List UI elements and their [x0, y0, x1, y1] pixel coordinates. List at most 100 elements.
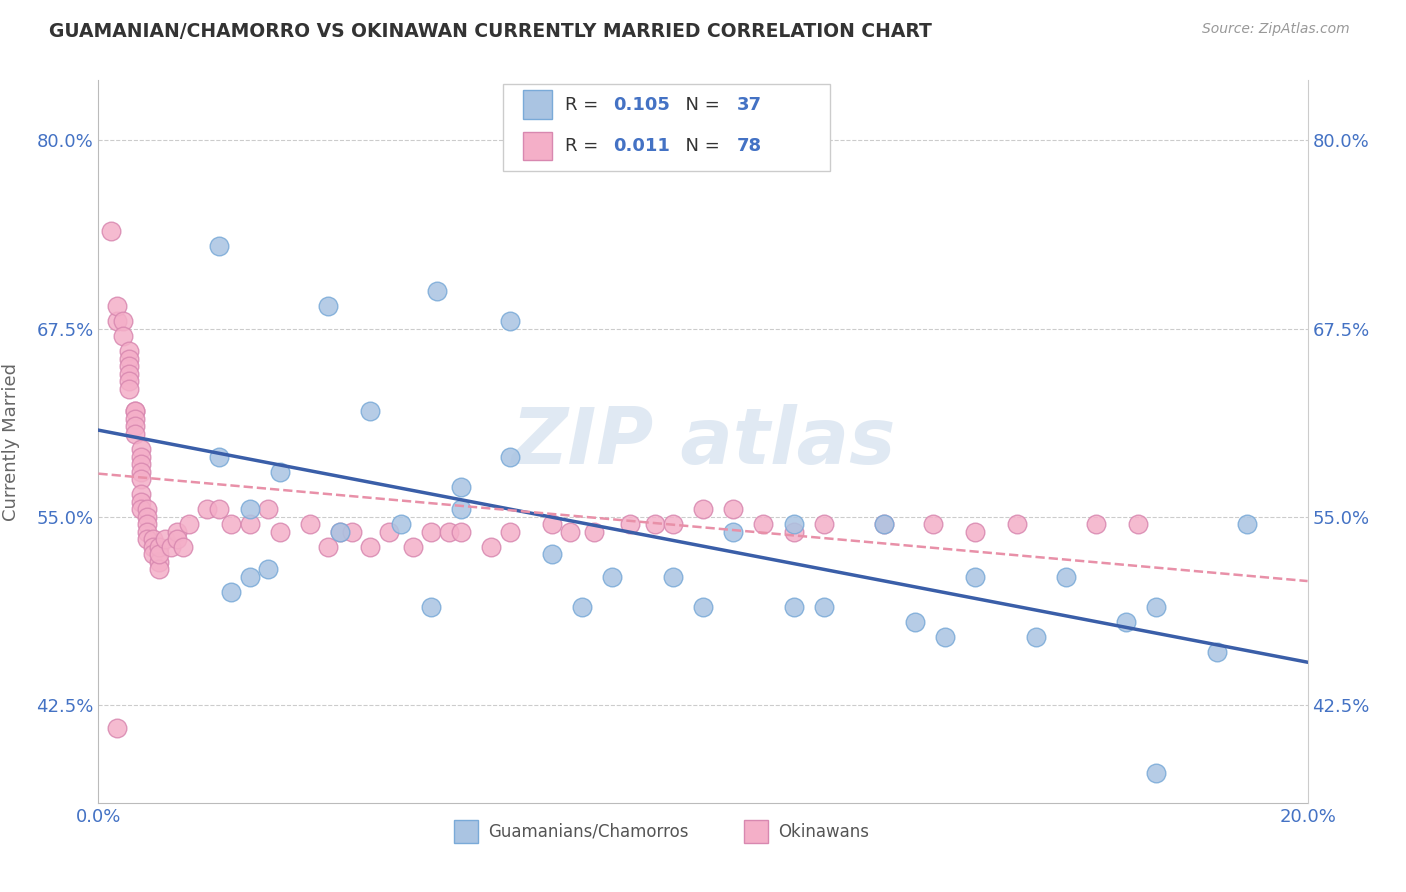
Point — [135, 509, 157, 524]
Point — [129, 472, 152, 486]
Point — [540, 548, 562, 562]
Point — [1007, 517, 1029, 532]
Point — [100, 224, 122, 238]
Text: R =: R = — [565, 95, 605, 114]
Point — [965, 524, 987, 539]
Point — [965, 570, 987, 584]
Point — [118, 351, 141, 366]
Text: 0.011: 0.011 — [613, 137, 671, 155]
Point — [813, 600, 835, 615]
Point — [124, 412, 146, 426]
Point — [118, 375, 141, 389]
Point — [118, 367, 141, 381]
FancyBboxPatch shape — [454, 820, 478, 843]
Y-axis label: Currently Married: Currently Married — [1, 362, 20, 521]
Point — [329, 524, 352, 539]
Point — [360, 404, 382, 418]
Point — [692, 502, 714, 516]
Text: ZIP atlas: ZIP atlas — [510, 403, 896, 480]
Point — [118, 359, 141, 374]
Point — [142, 540, 165, 554]
Point — [420, 600, 443, 615]
Point — [118, 382, 141, 396]
Point — [111, 314, 134, 328]
Point — [239, 502, 262, 516]
Point — [342, 524, 364, 539]
Point — [481, 540, 503, 554]
Point — [558, 524, 581, 539]
Point — [644, 517, 666, 532]
Point — [299, 517, 322, 532]
Point — [208, 450, 231, 464]
Point — [752, 517, 775, 532]
Point — [692, 600, 714, 615]
Point — [256, 502, 278, 516]
Point — [221, 517, 243, 532]
Point — [142, 548, 165, 562]
Point — [129, 494, 152, 508]
Point — [1236, 517, 1258, 532]
Text: 78: 78 — [737, 137, 762, 155]
Text: Okinawans: Okinawans — [778, 822, 869, 840]
Point — [783, 524, 806, 539]
Point — [153, 533, 176, 547]
Point — [124, 404, 146, 418]
Point — [1128, 517, 1150, 532]
Point — [105, 721, 128, 735]
Point — [172, 540, 194, 554]
FancyBboxPatch shape — [523, 132, 553, 161]
Point — [148, 562, 170, 576]
Point — [583, 524, 606, 539]
FancyBboxPatch shape — [744, 820, 768, 843]
Point — [571, 600, 593, 615]
Point — [148, 555, 170, 569]
Point — [105, 299, 128, 313]
Point — [118, 344, 141, 359]
Text: 0.105: 0.105 — [613, 95, 671, 114]
Text: R =: R = — [565, 137, 605, 155]
Point — [934, 630, 956, 644]
Point — [1024, 630, 1046, 644]
Point — [124, 404, 146, 418]
Point — [135, 502, 157, 516]
Text: N =: N = — [673, 95, 725, 114]
Point — [129, 502, 152, 516]
Point — [124, 419, 146, 434]
Point — [619, 517, 641, 532]
Point — [239, 570, 262, 584]
Point — [1054, 570, 1077, 584]
Point — [1115, 615, 1137, 630]
Point — [148, 548, 170, 562]
Text: 37: 37 — [737, 95, 762, 114]
Text: Guamanians/Chamorros: Guamanians/Chamorros — [488, 822, 689, 840]
Point — [723, 524, 745, 539]
Point — [256, 562, 278, 576]
Point — [269, 465, 291, 479]
FancyBboxPatch shape — [503, 84, 830, 170]
Point — [450, 480, 472, 494]
Point — [129, 442, 152, 456]
Point — [783, 517, 806, 532]
Point — [540, 517, 562, 532]
Point — [723, 502, 745, 516]
FancyBboxPatch shape — [523, 90, 553, 120]
Point — [329, 524, 352, 539]
Text: N =: N = — [673, 137, 725, 155]
Point — [195, 502, 218, 516]
Point — [498, 314, 520, 328]
Point — [661, 517, 683, 532]
Point — [124, 427, 146, 442]
Point — [135, 524, 157, 539]
Point — [389, 517, 412, 532]
Point — [904, 615, 927, 630]
Point — [602, 570, 624, 584]
Point — [921, 517, 943, 532]
Point — [1085, 517, 1108, 532]
Point — [129, 487, 152, 501]
Point — [135, 533, 157, 547]
Point — [873, 517, 896, 532]
Point — [111, 329, 134, 343]
Point — [1144, 600, 1167, 615]
Point — [783, 600, 806, 615]
Point — [221, 585, 243, 599]
